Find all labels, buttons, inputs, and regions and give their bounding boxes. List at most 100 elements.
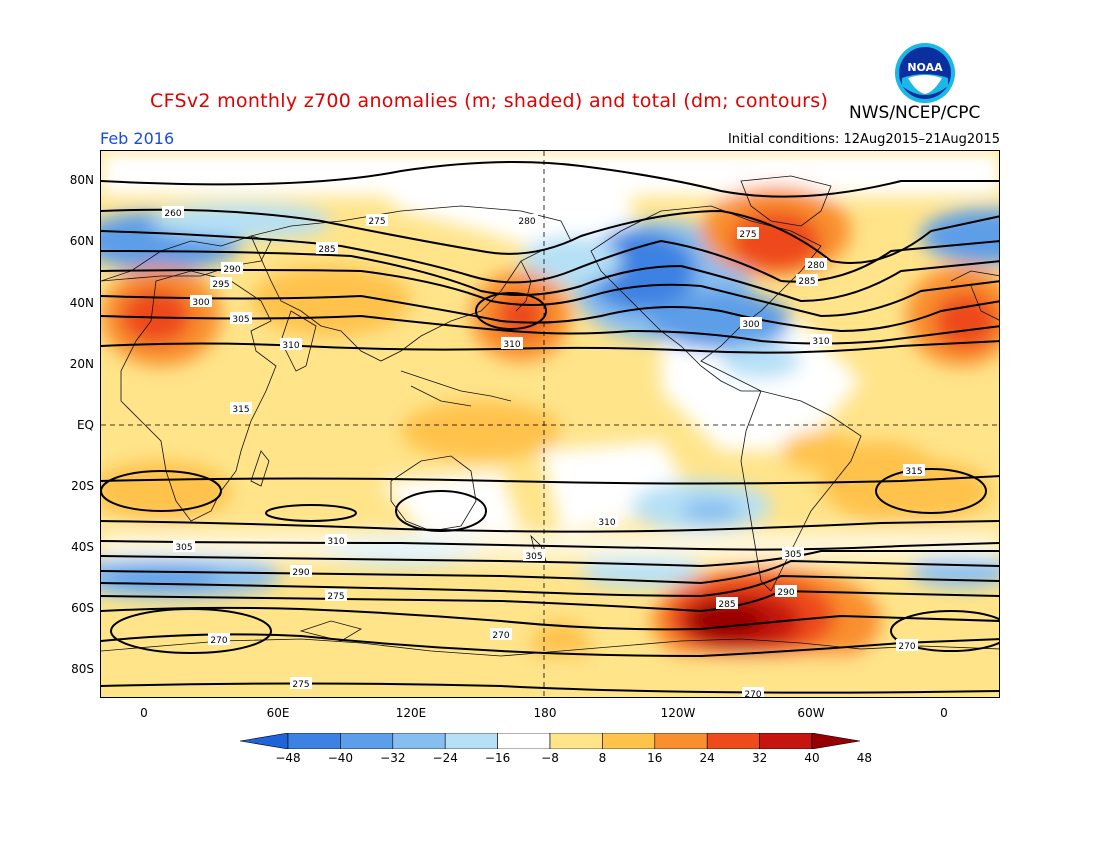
colorbar-tick-label: −48: [275, 751, 301, 765]
lat-tick-label: 40N: [69, 296, 94, 310]
svg-text:295: 295: [212, 280, 229, 290]
svg-text:270: 270: [898, 642, 915, 652]
svg-text:280: 280: [518, 217, 535, 227]
svg-text:305: 305: [525, 552, 542, 562]
contour-label: 310: [501, 337, 523, 350]
contour-label: 285: [316, 242, 338, 255]
contour-label: 270: [490, 628, 512, 641]
svg-text:315: 315: [232, 405, 249, 415]
svg-text:NOAA: NOAA: [907, 61, 943, 74]
svg-text:310: 310: [503, 340, 520, 350]
svg-text:285: 285: [798, 277, 815, 287]
svg-text:275: 275: [327, 592, 344, 602]
contour-label: 270: [896, 639, 918, 652]
colorbar-tick-label: 8: [598, 751, 607, 765]
colorbar-cell: [240, 733, 289, 749]
contour-label: 285: [716, 597, 738, 610]
contour-label: 300: [740, 317, 762, 330]
contour-label: 305: [782, 547, 804, 560]
lat-tick-label: 80S: [71, 662, 94, 676]
contour-label: 310: [810, 334, 832, 347]
svg-text:305: 305: [175, 543, 192, 553]
contour-label: 275: [366, 214, 388, 227]
lon-tick-label: 0: [140, 706, 148, 720]
contour-label: 275: [290, 677, 312, 690]
colorbar-tick-label: 16: [647, 751, 663, 765]
contour-label: 275: [325, 589, 347, 602]
lon-tick-label: 120E: [395, 706, 427, 720]
colorbar-cell: [340, 733, 394, 749]
lat-tick-label: EQ: [76, 418, 94, 432]
svg-text:305: 305: [232, 315, 249, 325]
svg-text:285: 285: [718, 600, 735, 610]
colorbar: [240, 733, 860, 749]
contour-label: 305: [230, 312, 252, 325]
colorbar-cell: [497, 733, 551, 749]
contour-label: 290: [221, 262, 243, 275]
svg-text:270: 270: [744, 690, 761, 698]
lat-tick-label: 80N: [69, 173, 94, 187]
lat-tick-label: 20S: [71, 479, 94, 493]
contour-label: 305: [523, 549, 545, 562]
contour-label: 310: [596, 515, 618, 528]
colorbar-cell: [444, 733, 498, 749]
svg-text:310: 310: [598, 518, 615, 528]
organization-label: NWS/NCEP/CPC: [849, 103, 981, 123]
contour-label: 275: [737, 227, 759, 240]
lat-tick-label: 60S: [71, 601, 94, 615]
svg-text:290: 290: [223, 265, 240, 275]
colorbar-tick-label: 40: [804, 751, 820, 765]
svg-text:280: 280: [807, 261, 824, 271]
svg-text:290: 290: [292, 568, 309, 578]
colorbar-cell: [706, 733, 760, 749]
lon-tick-label: 0: [940, 706, 948, 720]
colorbar-tick-label: 48: [856, 751, 873, 765]
svg-text:275: 275: [292, 680, 309, 690]
svg-text:310: 310: [327, 537, 344, 547]
contour-label: 295: [210, 277, 232, 290]
colorbar-tick-label: −32: [380, 751, 406, 765]
colorbar-tick-label: 32: [751, 751, 768, 765]
svg-text:270: 270: [492, 631, 509, 641]
colorbar-cell: [811, 733, 860, 749]
contour-label: 290: [775, 585, 797, 598]
svg-text:310: 310: [812, 337, 829, 347]
lon-tick-label: 60W: [797, 706, 825, 720]
contour-label-group: 260 275 280 285 290 295 300 305 310 315 …: [162, 206, 925, 698]
svg-text:310: 310: [282, 341, 299, 351]
svg-text:270: 270: [210, 636, 227, 646]
lon-tick-label: 180: [533, 706, 557, 720]
svg-text:260: 260: [164, 209, 181, 219]
contour-label: 285: [796, 274, 818, 287]
contour-label: 260: [162, 206, 184, 219]
colorbar-cell: [602, 733, 656, 749]
anomaly-map: 260 275 280 285 290 295 300 305 310 315 …: [100, 150, 1000, 698]
contour-label: 315: [903, 464, 925, 477]
lon-tick-label: 120W: [660, 706, 696, 720]
lat-tick-label: 40S: [71, 540, 94, 554]
colorbar-tick-label: −16: [484, 751, 511, 765]
contour-label: 280: [805, 258, 827, 271]
forecast-month: Feb 2016: [100, 129, 175, 148]
colorbar-cell: [759, 733, 813, 749]
colorbar-cell: [287, 733, 341, 749]
contour-lines: [101, 161, 999, 694]
svg-text:285: 285: [318, 245, 335, 255]
contour-label: 290: [290, 565, 312, 578]
colorbar-tick-label: −24: [432, 751, 458, 765]
contour-label: 310: [325, 534, 347, 547]
svg-text:305: 305: [784, 550, 801, 560]
svg-text:275: 275: [739, 230, 756, 240]
contour-label: 310: [280, 338, 302, 351]
lat-tick-label: 60N: [69, 234, 94, 248]
svg-text:300: 300: [742, 320, 759, 330]
colorbar-tick-label: −40: [327, 751, 354, 765]
lat-tick-label: 20N: [69, 357, 94, 371]
chart-title: CFSv2 monthly z700 anomalies (m; shaded)…: [150, 90, 829, 112]
contour-label: 270: [742, 687, 764, 698]
colorbar-cell: [392, 733, 446, 749]
svg-text:300: 300: [192, 298, 209, 308]
svg-text:275: 275: [368, 217, 385, 227]
contour-label: 270: [208, 633, 230, 646]
colorbar-cell: [654, 733, 708, 749]
